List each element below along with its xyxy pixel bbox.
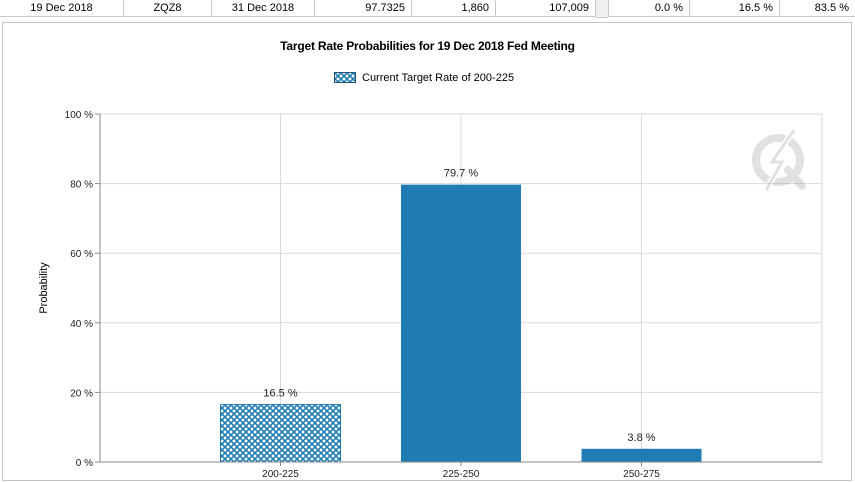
bar-225-250[interactable] bbox=[401, 184, 521, 463]
y-tick-label: 80 % bbox=[70, 180, 93, 191]
price-cell: 97.7325 bbox=[315, 0, 412, 17]
y-tick-label: 0 % bbox=[76, 458, 93, 469]
open-interest-cell: 107,009 bbox=[496, 0, 596, 17]
data-label-250-275: 3.8 % bbox=[627, 432, 655, 444]
volume-cell: 1,860 bbox=[412, 0, 496, 17]
legend-swatch bbox=[334, 72, 356, 83]
labels: 0 % 20 % 40 % 60 % 80 % 100 % 16.5 % 200-225 79.… bbox=[65, 110, 661, 480]
y-tick-label: 40 % bbox=[70, 319, 93, 330]
bars bbox=[220, 184, 702, 463]
legend-label: Current Target Rate of 200-225 bbox=[362, 72, 515, 84]
prob-unch-cell: 16.5 % bbox=[690, 0, 780, 17]
x-tick-label-200-225: 200-225 bbox=[262, 469, 299, 480]
data-label-200-225: 16.5 % bbox=[263, 388, 297, 400]
contract-cell: ZQZ8 bbox=[124, 0, 212, 17]
column-gap bbox=[596, 0, 608, 18]
x-tick-label-225-250: 225-250 bbox=[443, 469, 480, 480]
axes bbox=[95, 113, 822, 466]
meeting-date-cell: 19 Dec 2018 bbox=[0, 0, 124, 17]
chart-title: Target Rate Probabilities for 19 Dec 201… bbox=[280, 39, 575, 53]
futures-data-row: 19 Dec 2018 ZQZ8 31 Dec 2018 97.7325 1,8… bbox=[0, 0, 855, 18]
bar-200-225[interactable] bbox=[220, 404, 341, 463]
bar-250-275[interactable] bbox=[581, 448, 702, 462]
prob-hike-cell: 83.5 % bbox=[780, 0, 855, 17]
y-tick-label: 60 % bbox=[70, 249, 93, 260]
y-tick-label: 100 % bbox=[65, 110, 93, 121]
y-tick-label: 20 % bbox=[70, 388, 93, 399]
data-label-225-250: 79.7 % bbox=[444, 168, 478, 180]
prob-ease-cell: 0.0 % bbox=[608, 0, 690, 17]
watermark-logo-icon bbox=[752, 128, 806, 192]
x-tick-label-250-275: 250-275 bbox=[623, 469, 660, 480]
expiry-cell: 31 Dec 2018 bbox=[212, 0, 315, 17]
